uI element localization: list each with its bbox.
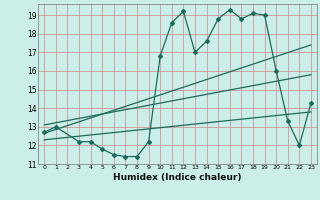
X-axis label: Humidex (Indice chaleur): Humidex (Indice chaleur) [113,173,242,182]
